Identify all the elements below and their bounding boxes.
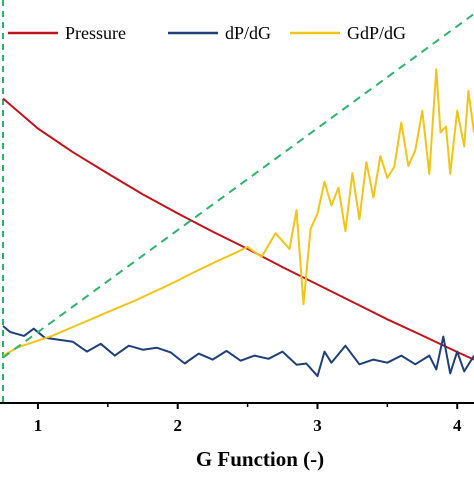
legend-label: dP/dG (225, 23, 271, 43)
plot-area (2, 0, 474, 403)
series-line-pressure (2, 97, 474, 361)
legend-label: GdP/dG (347, 23, 406, 43)
series-line-gdp-dg (2, 68, 474, 357)
series-line-diagonal-reference (2, 13, 474, 359)
legend-item-dp-dg: dP/dG (168, 23, 271, 43)
x-tick-label: 1 (34, 416, 43, 435)
series-line-dp-dg (2, 325, 474, 378)
x-tick-label: 3 (313, 416, 322, 435)
legend-label: Pressure (65, 23, 126, 43)
legend-item-pressure: Pressure (8, 23, 126, 43)
x-axis: 1 2 3 4 (0, 402, 474, 435)
legend: Pressure dP/dG GdP/dG (8, 23, 406, 43)
legend-item-gdp-dg: GdP/dG (290, 23, 406, 43)
x-axis-title: G Function (-) (196, 447, 324, 471)
x-tick-label: 2 (173, 416, 182, 435)
x-tick-label: 4 (453, 416, 462, 435)
